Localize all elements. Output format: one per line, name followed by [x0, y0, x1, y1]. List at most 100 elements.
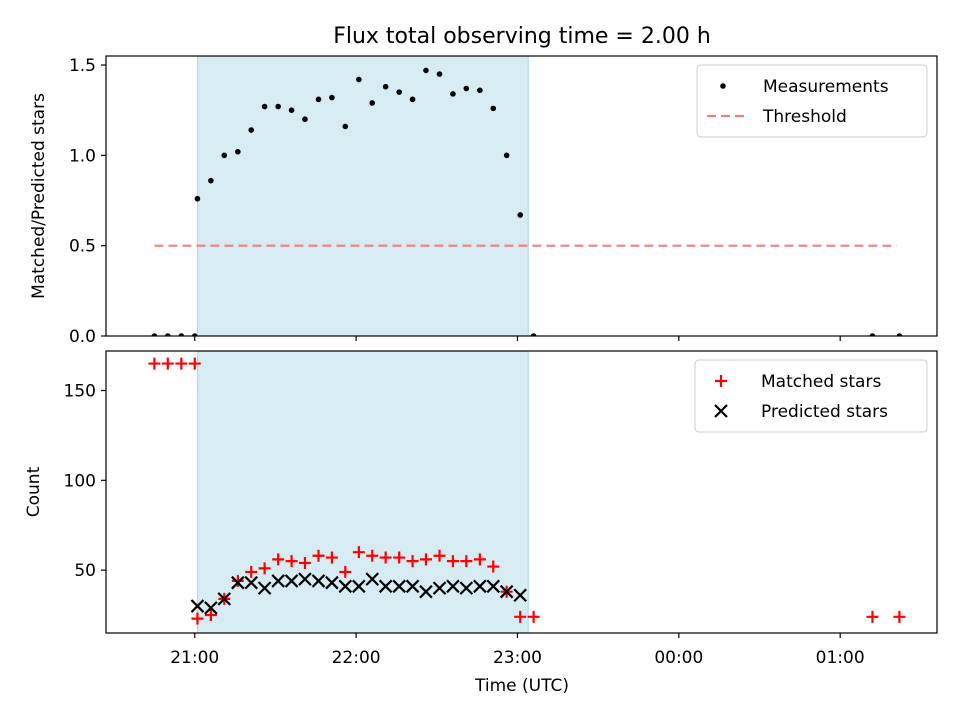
predicted-stars-point [392, 579, 406, 594]
matched-stars-point [893, 610, 906, 623]
matched-stars-point [514, 610, 527, 623]
predicted-stars-point [217, 592, 232, 606]
measurements-point [450, 91, 456, 97]
matched-stars-point [272, 553, 285, 566]
matched-stars-point [446, 555, 459, 568]
measurements-point [248, 127, 255, 133]
observing-window-span [197, 56, 529, 336]
measurements-point [208, 177, 214, 184]
data-markers [151, 67, 903, 336]
x-tick-label: 01:00 [816, 648, 865, 668]
legend-marker-swatch [715, 375, 727, 387]
y-tick-label: 1.0 [69, 146, 96, 166]
matched-stars-point [285, 555, 298, 568]
matched-stars-point [188, 357, 201, 370]
predicted-stars-point [365, 572, 380, 586]
y-tick-label: 0.5 [69, 237, 96, 257]
top-panel: 0.0 0.5 1.0 1.5 Matched/Predicted stars Measu… [29, 55, 938, 347]
predicted-stars-point [244, 575, 259, 590]
measurements-point [490, 105, 497, 112]
matched-stars-point [298, 556, 311, 569]
legend-marker-swatch [720, 83, 726, 89]
matched-stars-point [487, 560, 500, 573]
matched-stars-point [231, 574, 244, 587]
matched-stars-point [460, 555, 473, 568]
matched-stars-point [339, 565, 352, 578]
x-tick-label: 21:00 [170, 648, 219, 668]
legend-box [694, 359, 928, 433]
measurements-point [477, 87, 483, 94]
legend: Measurements Threshold [696, 64, 928, 138]
matched-stars-point [352, 546, 365, 559]
matched-stars-point [473, 553, 486, 566]
y-tick-label: 100 [64, 471, 96, 491]
legend-label: Matched stars [761, 372, 881, 392]
x-axis-label: Time (UTC) [474, 676, 569, 696]
predicted-stars-point [325, 575, 339, 590]
predicted-stars-point [338, 579, 353, 594]
legend-marker-swatch [714, 404, 728, 418]
observing-window-span [197, 351, 529, 633]
predicted-stars-point [352, 579, 366, 594]
predicted-stars-point [432, 581, 447, 595]
measurements-point [369, 100, 376, 106]
measurements-point [151, 333, 158, 336]
measurements-point [315, 96, 322, 103]
measurements-point [191, 333, 198, 336]
y-axis-label: Count [24, 466, 44, 517]
predicted-stars-point [378, 579, 393, 594]
matched-stars-point [527, 610, 540, 623]
measurements-point [288, 107, 295, 113]
measurements-point [530, 333, 537, 336]
matched-stars-point [433, 549, 446, 562]
matched-stars-point [393, 551, 406, 564]
measurements-point [896, 333, 903, 336]
predicted-stars-point [311, 574, 326, 588]
legend-label: Threshold [762, 107, 847, 127]
measurements-point [436, 71, 443, 77]
predicted-stars-point [473, 579, 487, 594]
data-markers [148, 357, 906, 625]
measurements-point [261, 103, 268, 110]
measurements-point [194, 195, 201, 202]
matched-stars-point [406, 555, 419, 568]
matched-stars-point [419, 553, 432, 566]
chart-title: Flux total observing time = 2.00 h [333, 24, 711, 49]
predicted-stars-point [446, 579, 460, 594]
measurements-point [503, 152, 510, 159]
matched-stars-point [325, 551, 338, 564]
predicted-stars-point [257, 581, 272, 595]
bottom-panel: 50 100 150 21:00 22:00 23:00 00:00 01:00 Count Ma… [24, 350, 938, 668]
measurements-point [423, 67, 429, 74]
legend-label: Measurements [763, 77, 889, 97]
matched-stars-point [866, 610, 879, 623]
predicted-stars-point [459, 581, 474, 595]
y-tick-label: 50 [74, 561, 96, 581]
y-axis-label: Matched/Predicted stars [29, 93, 49, 299]
predicted-stars-point [419, 584, 433, 599]
axes-frame [105, 350, 938, 634]
y-tick-label: 0.0 [69, 327, 96, 347]
measurements-point [165, 333, 171, 336]
measurements-point [409, 96, 416, 103]
predicted-stars-point [204, 601, 218, 615]
legend-label: Predicted stars [761, 402, 888, 422]
y-tick-label: 1.5 [69, 56, 96, 76]
predicted-stars-point [231, 575, 245, 590]
measurements-point [302, 116, 308, 123]
matched-stars-point [148, 357, 161, 370]
matched-stars-point [161, 357, 174, 370]
predicted-stars-point [405, 579, 420, 594]
measurements-point [235, 148, 241, 155]
measurements-point [356, 76, 362, 83]
predicted-stars-point [499, 584, 514, 599]
measurements-point [342, 123, 349, 130]
measurements-point [221, 152, 228, 159]
x-tick-label: 23:00 [493, 648, 542, 668]
x-tick-label: 22:00 [332, 648, 381, 668]
predicted-stars-point [271, 574, 285, 588]
measurements-point [382, 83, 389, 90]
predicted-stars-point [298, 572, 312, 586]
predicted-stars-point [513, 588, 527, 603]
